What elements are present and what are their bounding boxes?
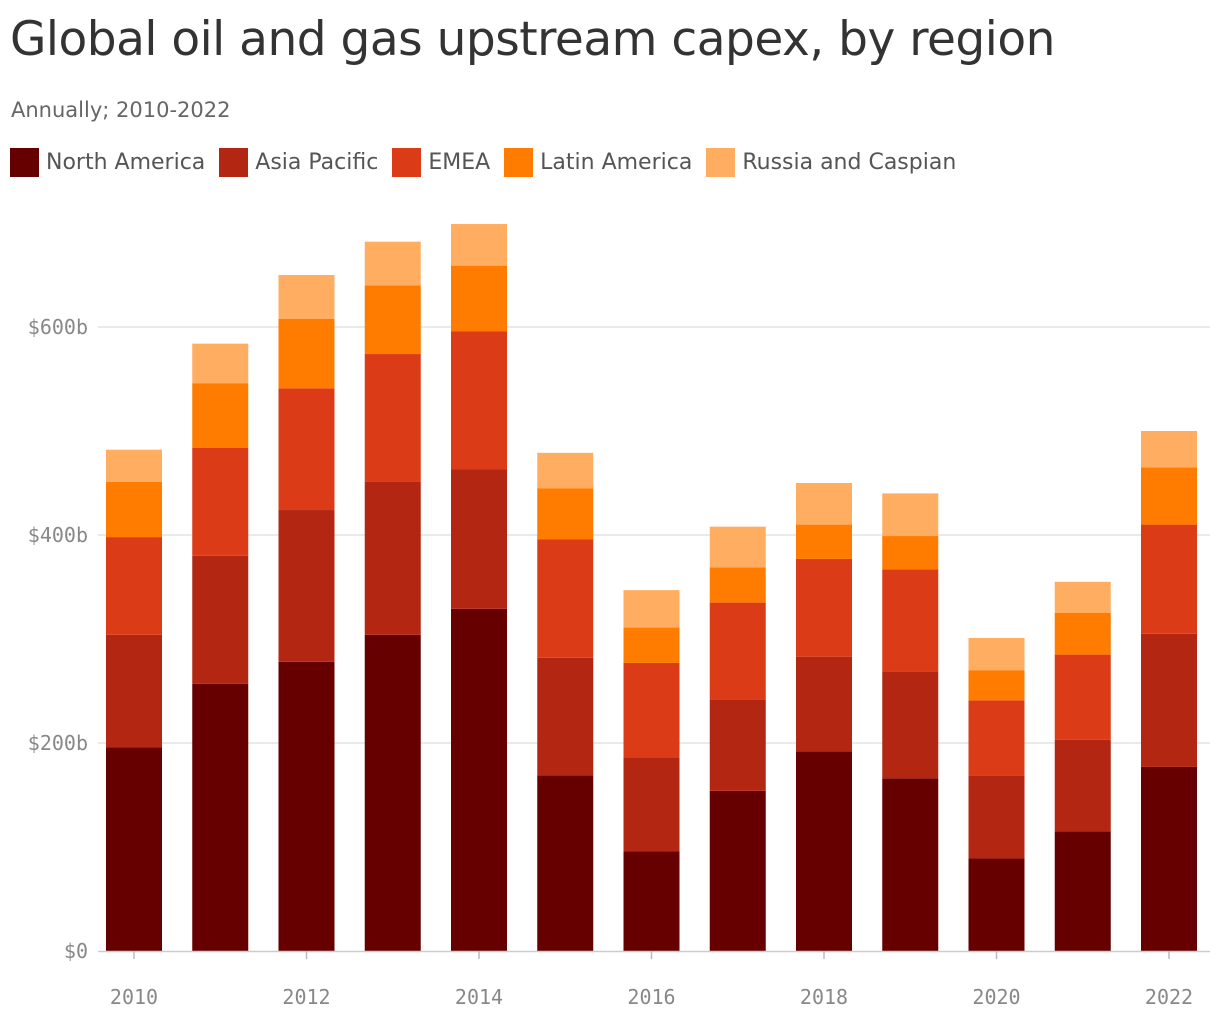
bar-segment	[451, 224, 507, 266]
bar-segment	[364, 354, 421, 482]
legend-label-north-america: North America	[46, 150, 206, 175]
x-tick-label: 2022	[1145, 985, 1193, 1009]
bar-segment	[278, 388, 335, 511]
y-tick-label: $200b	[28, 731, 88, 755]
chart-title: Global oil and gas upstream capex, by re…	[10, 12, 1055, 67]
bar-segment	[192, 343, 249, 384]
legend-label-latin-america: Latin America	[540, 150, 693, 175]
bar-segment	[623, 757, 680, 852]
bar-segment	[796, 751, 852, 951]
bar-segment	[968, 637, 1025, 671]
bar-segment	[1054, 654, 1111, 740]
bar-segment	[968, 670, 1025, 701]
bar-segment	[1141, 524, 1197, 634]
legend-swatch-asia-pacific	[219, 148, 249, 177]
bar-segment	[192, 447, 249, 556]
y-tick-label: $600b	[28, 315, 88, 339]
bar-segment	[1054, 739, 1111, 832]
legend-swatch-emea	[392, 148, 422, 177]
bar-segment	[106, 747, 162, 951]
bar-segment	[1054, 581, 1111, 613]
bar-segment	[623, 590, 680, 628]
bar-segment	[1054, 831, 1111, 951]
legend-swatch-north-america	[10, 148, 39, 177]
bar-segment	[709, 567, 766, 603]
y-tick-label: $400b	[28, 523, 88, 547]
x-tick-label: 2010	[110, 985, 158, 1009]
bar-segment	[192, 683, 249, 951]
bars	[106, 224, 1197, 951]
bar-segment	[709, 526, 766, 568]
stacked-bar-chart: $0 $200b $400b $600b 2010 2012 2014 2016 2018 202…	[28, 224, 1210, 1009]
legend-item-latin-america: Latin America	[504, 148, 692, 177]
bar-segment	[106, 634, 162, 748]
bar-segment	[882, 778, 939, 951]
legend-item-asia-pacific: Asia Pacific	[219, 148, 378, 177]
bar-segment	[882, 536, 939, 570]
legend-item-emea: EMEA	[392, 148, 490, 177]
bar-segment	[1141, 633, 1197, 767]
bar-segment	[1141, 766, 1197, 951]
bar-segment	[623, 662, 680, 758]
bar-segment	[709, 790, 766, 951]
bar-segment	[451, 331, 507, 470]
bar-segment	[882, 493, 939, 537]
bar-segment	[796, 483, 852, 525]
y-tick-label: $0	[64, 939, 88, 963]
bar-segment	[451, 265, 507, 332]
bar-segment	[1141, 431, 1197, 468]
x-tick-label: 2016	[627, 985, 675, 1009]
bar-segment	[278, 318, 335, 389]
bar-segment	[709, 602, 766, 700]
x-tick-label: 2012	[282, 985, 330, 1009]
bar-segment	[537, 657, 594, 776]
legend-swatch-russia-and-caspian	[706, 148, 736, 177]
bar-segment	[882, 671, 939, 779]
bar-segment	[192, 555, 249, 684]
x-tick-label: 2014	[455, 985, 503, 1009]
bar-segment	[106, 449, 162, 482]
bar-segment	[106, 537, 162, 635]
bar-segment	[968, 700, 1025, 776]
bar-segment	[106, 481, 162, 538]
bar-segment	[623, 851, 680, 951]
legend: North America Asia Pacific EMEA Latin Am…	[10, 148, 956, 177]
bar-segment	[537, 488, 594, 540]
legend-item-north-america: North America	[10, 148, 205, 177]
legend-label-russia-and-caspian: Russia and Caspian	[742, 150, 957, 175]
bar-segment	[796, 656, 852, 752]
legend-label-emea: EMEA	[428, 150, 491, 175]
bar-segment	[451, 608, 507, 951]
bar-segment	[278, 510, 335, 662]
bar-segment	[278, 275, 335, 319]
bar-segment	[796, 558, 852, 657]
bar-segment	[968, 858, 1025, 951]
bar-segment	[1141, 467, 1197, 525]
x-tick-label: 2020	[972, 985, 1020, 1009]
legend-swatch-latin-america	[504, 148, 534, 177]
bar-segment	[537, 539, 594, 658]
bar-segment	[623, 627, 680, 663]
legend-label-asia-pacific: Asia Pacific	[255, 150, 379, 175]
axes: $0 $200b $400b $600b 2010 2012 2014 2016 2018 202…	[28, 315, 1210, 1009]
legend-item-russia-and-caspian: Russia and Caspian	[706, 148, 956, 177]
bar-segment	[192, 383, 249, 448]
bar-segment	[1054, 613, 1111, 655]
bar-segment	[278, 661, 335, 951]
bar-segment	[968, 775, 1025, 859]
bar-segment	[364, 241, 421, 286]
bar-segment	[709, 699, 766, 791]
bar-segment	[796, 524, 852, 559]
chart-subtitle: Annually; 2010-2022	[11, 98, 231, 122]
bar-segment	[364, 285, 421, 355]
bar-segment	[882, 569, 939, 672]
bar-segment	[537, 452, 594, 489]
bar-segment	[451, 469, 507, 609]
bar-segment	[364, 634, 421, 951]
bar-segment	[537, 775, 594, 951]
bar-segment	[364, 481, 421, 635]
x-tick-label: 2018	[800, 985, 848, 1009]
